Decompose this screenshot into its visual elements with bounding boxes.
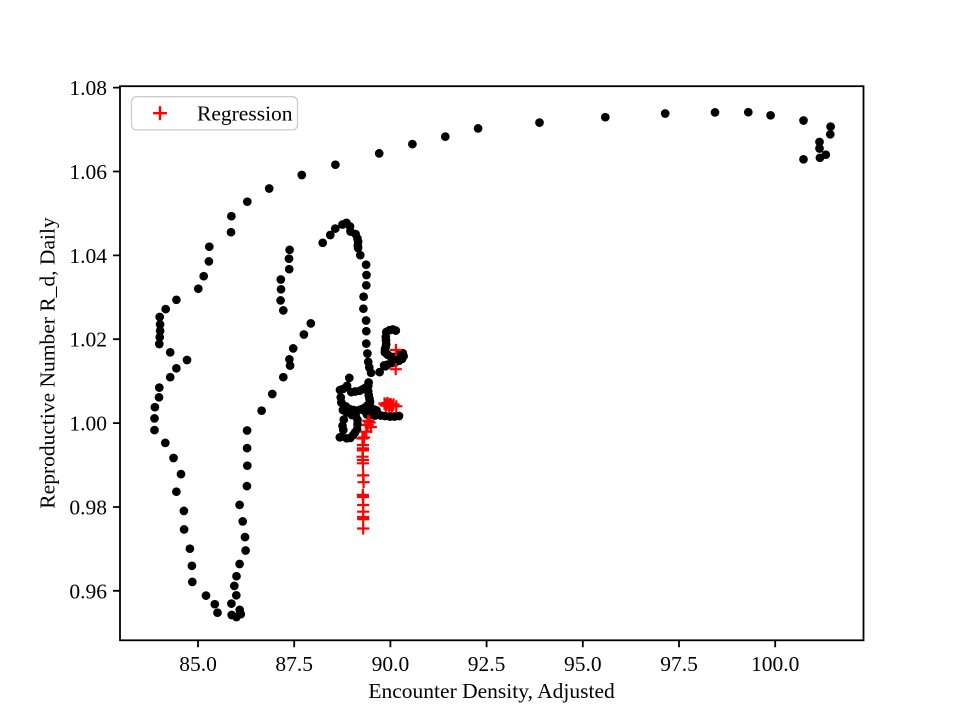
svg-text:1.08: 1.08	[69, 76, 107, 100]
svg-text:85.0: 85.0	[179, 652, 217, 676]
svg-text:0.98: 0.98	[69, 496, 107, 520]
svg-text:100.0: 100.0	[751, 652, 799, 676]
svg-text:Encounter Density, Adjusted: Encounter Density, Adjusted	[368, 679, 615, 703]
svg-text:Regression: Regression	[197, 101, 293, 125]
svg-text:87.5: 87.5	[275, 652, 313, 676]
svg-text:1.02: 1.02	[69, 328, 107, 352]
svg-text:Reproductive Number R_d, Daily: Reproductive Number R_d, Daily	[36, 217, 60, 509]
svg-text:1.00: 1.00	[69, 412, 107, 436]
svg-text:1.04: 1.04	[69, 244, 107, 268]
svg-text:97.5: 97.5	[660, 652, 698, 676]
svg-text:1.06: 1.06	[69, 160, 107, 184]
svg-text:0.96: 0.96	[69, 579, 107, 603]
svg-text:92.5: 92.5	[468, 652, 506, 676]
svg-text:95.0: 95.0	[564, 652, 602, 676]
svg-text:90.0: 90.0	[372, 652, 410, 676]
